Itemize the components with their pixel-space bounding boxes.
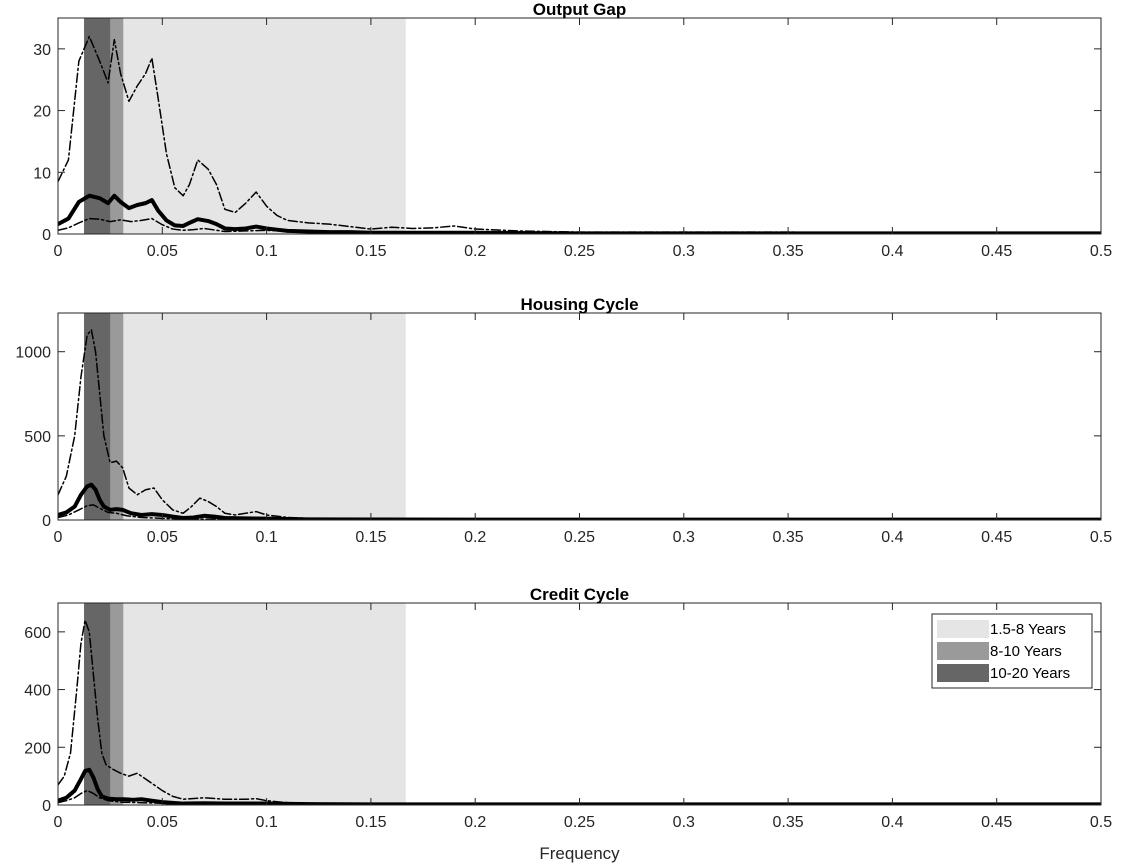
panel-3: 0 0.05 0.1 0.15 0.2 0.25 0.3 0.35 0.4 0.45 0.5 0 200… [24, 585, 1112, 863]
y-tick-label: 0 [42, 798, 51, 815]
legend: 1.5-8 Years 8-10 Years 10-20 Years [931, 613, 1093, 689]
x-tick-label: 0.35 [773, 814, 804, 831]
y-tick-label: 500 [24, 429, 51, 446]
band-1-5-8-years [84, 603, 406, 805]
x-tick-label: 0.45 [981, 243, 1012, 260]
panel-title: Housing Cycle [520, 295, 638, 314]
x-tick-label: 0.4 [881, 243, 903, 260]
x-axis-label: Frequency [539, 844, 620, 863]
series-line-1 [58, 619, 1101, 805]
data-layer [58, 603, 1101, 805]
x-tick-label: 0.25 [564, 243, 595, 260]
x-tick-label: 0.3 [673, 529, 695, 546]
x-tick-label: 0.3 [673, 814, 695, 831]
x-tick-label: 0.1 [255, 243, 277, 260]
series-line-1 [58, 329, 1101, 520]
legend-label: 10-20 Years [990, 665, 1070, 682]
y-tick-label: 30 [33, 42, 51, 59]
x-tick-label: 0.25 [564, 814, 595, 831]
x-tick-label: 0.05 [147, 814, 178, 831]
legend-swatch [937, 664, 989, 682]
x-tick-label: 0.15 [355, 243, 386, 260]
x-tick-label: 0.25 [564, 529, 595, 546]
y-tick-label: 600 [24, 625, 51, 642]
x-tick-label: 0.2 [464, 529, 486, 546]
y-tick-label: 400 [24, 683, 51, 700]
band-10-20-years [84, 603, 111, 805]
y-tick-label: 1000 [15, 345, 51, 362]
x-tick-label: 0.1 [255, 814, 277, 831]
legend-label: 8-10 Years [990, 643, 1062, 660]
x-tick-label: 0.2 [464, 814, 486, 831]
panel-2: 0 0.05 0.1 0.15 0.2 0.25 0.3 0.35 0.4 0.45 0.5 0 500… [15, 295, 1112, 546]
legend-label: 1.5-8 Years [990, 621, 1066, 638]
x-tick-label: 0.45 [981, 529, 1012, 546]
x-tick-label: 0.5 [1090, 814, 1112, 831]
y-tick-label: 20 [33, 104, 51, 121]
x-tick-label: 0.1 [255, 529, 277, 546]
band-1-5-8-years [84, 18, 406, 234]
x-tick-label: 0.5 [1090, 529, 1112, 546]
x-tick-label: 0.3 [673, 243, 695, 260]
y-tick-label: 200 [24, 740, 51, 757]
band-1-5-8-years [84, 313, 406, 520]
y-tick-label: 10 [33, 165, 51, 182]
series-line-3 [58, 789, 1101, 805]
x-tick-label: 0.05 [147, 529, 178, 546]
x-tick-label: 0.15 [355, 814, 386, 831]
x-tick-label: 0 [54, 529, 63, 546]
x-tick-label: 0 [54, 243, 63, 260]
x-tick-label: 0.45 [981, 814, 1012, 831]
legend-swatch [937, 620, 989, 638]
x-tick-label: 0.5 [1090, 243, 1112, 260]
y-tick-label: 0 [42, 227, 51, 244]
series-line-3 [58, 217, 1101, 234]
panel-1: 0 0.05 0.1 0.15 0.2 0.25 0.3 0.35 0.4 0.45 0.5 0 10 2… [33, 0, 1112, 260]
panel-title: Credit Cycle [530, 585, 629, 604]
x-tick-label: 0.4 [881, 814, 903, 831]
panel-title: Output Gap [533, 0, 626, 19]
x-tick-label: 0 [54, 814, 63, 831]
legend-swatch [937, 642, 989, 660]
x-tick-label: 0.2 [464, 243, 486, 260]
x-tick-label: 0.35 [773, 243, 804, 260]
y-tick-label: 0 [42, 513, 51, 530]
x-tick-label: 0.4 [881, 529, 903, 546]
x-tick-label: 0.05 [147, 243, 178, 260]
data-layer [58, 18, 1101, 234]
x-tick-label: 0.15 [355, 529, 386, 546]
x-tick-label: 0.35 [773, 529, 804, 546]
